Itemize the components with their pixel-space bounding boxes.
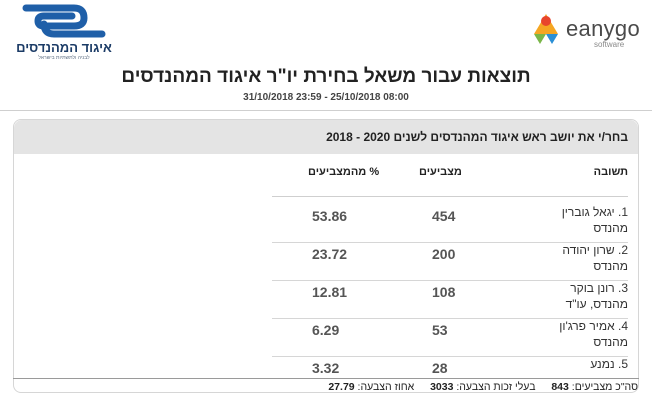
- eanygo-logo-sub: software: [594, 40, 625, 49]
- eligible-voters-value: 3033: [430, 381, 454, 393]
- answer-cell: 4. אמיר פרג'ון מהנדס: [518, 318, 628, 350]
- answer-cell: 2. שרון יהודה מהנדס: [518, 242, 628, 274]
- engineers-association-logo: איגוד המהנדסים לבניה ולתשתיות בישראל: [8, 4, 120, 61]
- column-header-percent: % מהמצביעים: [308, 166, 380, 178]
- answer-name: 1. יגאל גוברין: [561, 205, 628, 219]
- row-divider: [272, 356, 628, 357]
- row-divider: [272, 318, 628, 319]
- column-header-votes: מצביעים: [419, 166, 462, 178]
- results-summary: סה"כ מצביעים: 843 בעלי זכות הצבעה: 3033 …: [328, 381, 638, 393]
- eanygo-logo-name: eanygo: [566, 16, 640, 41]
- table-row: 3. רונן בוקר מהנדס, עו"ד 108 12.81: [272, 280, 628, 318]
- answer-title: מהנדס: [593, 259, 628, 273]
- eanygo-logo-mark-icon: [534, 14, 558, 44]
- question-text: בחר/י את יושב ראש איגוד המהנדסים לשנים 2…: [326, 130, 628, 144]
- table-row: 2. שרון יהודה מהנדס 200 23.72: [272, 242, 628, 280]
- answer-cell: 1. יגאל גוברין מהנדס: [518, 204, 628, 236]
- answer-name: 4. אמיר פרג'ון: [559, 319, 628, 333]
- votes-cell: 53: [432, 322, 448, 338]
- turnout-label: אחוז הצבעה:: [357, 381, 415, 393]
- answer-title: מהנדס, עו"ד: [565, 297, 628, 311]
- answer-name: 2. שרון יהודה: [562, 243, 628, 257]
- engineers-logo-name: איגוד המהנדסים: [16, 40, 112, 55]
- votes-cell: 28: [432, 360, 448, 376]
- footer-divider: [13, 378, 639, 379]
- eanygo-logo: eanygo software: [530, 10, 642, 56]
- answer-cell: 3. רונן בוקר מהנדס, עו"ד: [518, 280, 628, 312]
- column-header-answer: תשובה: [593, 166, 628, 178]
- total-voters-label: סה"כ מצביעים:: [571, 381, 638, 393]
- header-divider: [0, 110, 652, 111]
- percent-cell: 53.86: [312, 208, 348, 224]
- answer-name: 5. נמנע: [590, 357, 628, 371]
- header-row-divider: [272, 196, 628, 197]
- percent-cell: 12.81: [312, 284, 348, 300]
- turnout-value: 27.79: [328, 381, 355, 393]
- row-divider: [272, 280, 628, 281]
- table-row: 5. נמנע 28 3.32: [272, 356, 628, 394]
- results-panel: בחר/י את יושב ראש איגוד המהנדסים לשנים 2…: [13, 119, 639, 393]
- table-row: 1. יגאל גוברין מהנדס 454 53.86: [272, 204, 628, 242]
- table-row: 4. אמיר פרג'ון מהנדס 53 6.29: [272, 318, 628, 356]
- percent-cell: 23.72: [312, 246, 348, 262]
- page-title: תוצאות עבור משאל בחירת יו"ר איגוד המהנדס…: [121, 66, 531, 87]
- answer-name: 3. רונן בוקר: [570, 281, 628, 295]
- engineers-logo-mark-icon: [22, 4, 106, 38]
- percent-cell: 3.32: [312, 360, 340, 376]
- row-divider: [272, 242, 628, 243]
- votes-cell: 454: [432, 208, 456, 224]
- question-bar: בחר/י את יושב ראש איגוד המהנדסים לשנים 2…: [14, 120, 638, 154]
- answer-title: מהנדס: [593, 335, 628, 349]
- eligible-voters-label: בעלי זכות הצבעה:: [456, 381, 536, 393]
- engineers-logo-tagline: לבניה ולתשתיות בישראל: [38, 55, 90, 61]
- percent-cell: 6.29: [312, 322, 340, 338]
- answer-cell: 5. נמנע: [518, 356, 628, 372]
- answer-title: מהנדס: [593, 221, 628, 235]
- votes-cell: 200: [432, 246, 456, 262]
- votes-cell: 108: [432, 284, 456, 300]
- total-voters-value: 843: [551, 381, 569, 393]
- poll-date-range: 31/10/2018 23:59 - 25/10/2018 08:00: [243, 92, 409, 103]
